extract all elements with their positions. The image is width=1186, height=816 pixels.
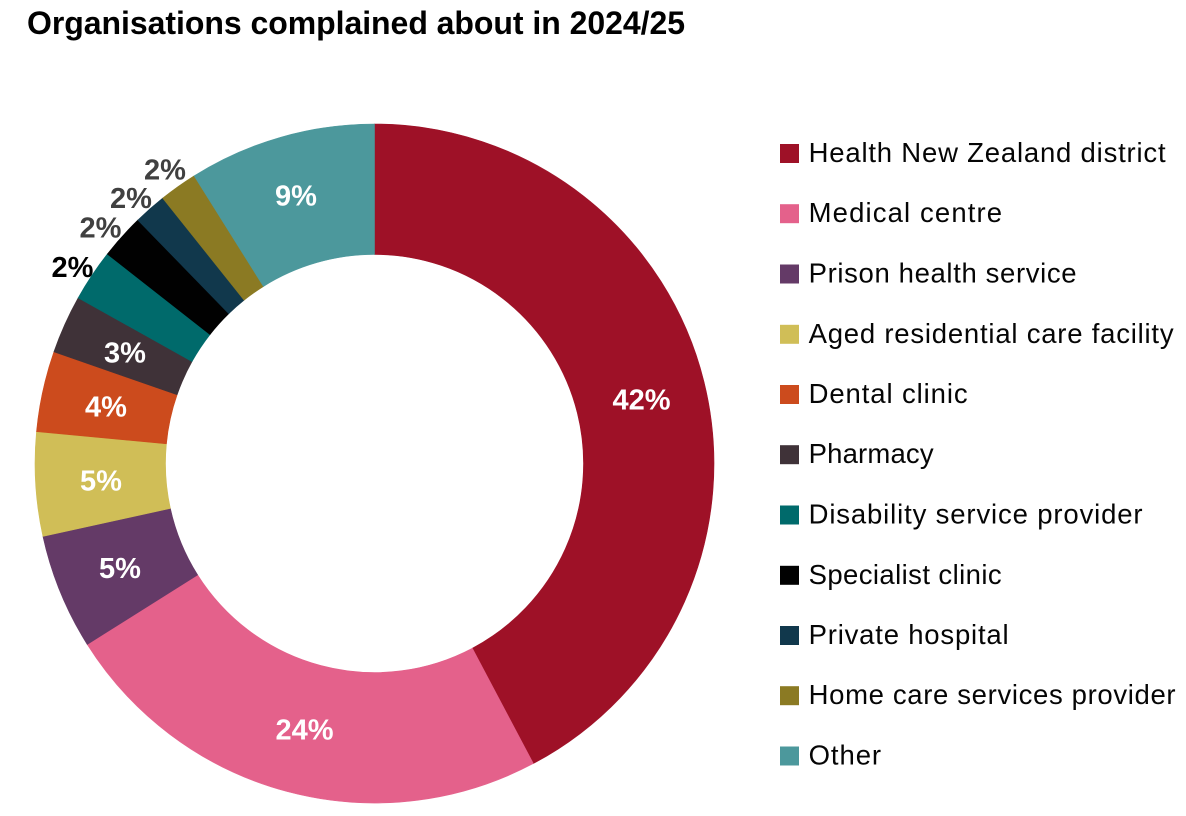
svg-text:24%: 24% bbox=[275, 715, 333, 747]
svg-text:4%: 4% bbox=[85, 392, 127, 424]
svg-text:Specialist clinic: Specialist clinic bbox=[809, 559, 1002, 590]
svg-text:2%: 2% bbox=[80, 213, 122, 245]
svg-text:3%: 3% bbox=[104, 338, 146, 370]
svg-text:Other: Other bbox=[809, 740, 882, 771]
svg-text:Home care services provider: Home care services provider bbox=[809, 679, 1176, 710]
svg-text:9%: 9% bbox=[275, 181, 317, 213]
svg-text:2%: 2% bbox=[52, 252, 94, 284]
svg-text:Pharmacy: Pharmacy bbox=[809, 438, 934, 469]
svg-text:Disability service provider: Disability service provider bbox=[809, 499, 1143, 530]
svg-text:Dental clinic: Dental clinic bbox=[809, 378, 968, 409]
svg-text:5%: 5% bbox=[99, 553, 141, 585]
svg-text:42%: 42% bbox=[612, 385, 670, 417]
svg-text:2%: 2% bbox=[110, 183, 152, 215]
svg-text:Prison health service: Prison health service bbox=[809, 258, 1077, 289]
svg-text:2%: 2% bbox=[144, 155, 186, 187]
svg-text:Aged residential care facility: Aged residential care facility bbox=[809, 318, 1174, 349]
svg-text:Organisations complained about: Organisations complained about in 2024/2… bbox=[27, 5, 685, 41]
svg-text:Medical centre: Medical centre bbox=[809, 197, 1003, 228]
svg-text:Private hospital: Private hospital bbox=[809, 619, 1009, 650]
svg-text:5%: 5% bbox=[80, 466, 122, 498]
svg-text:Health New Zealand district: Health New Zealand district bbox=[809, 137, 1166, 168]
